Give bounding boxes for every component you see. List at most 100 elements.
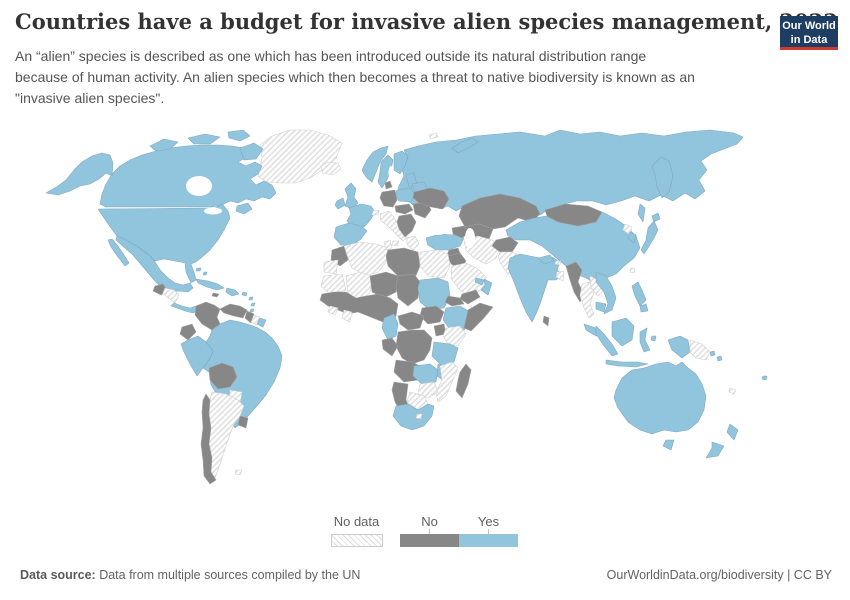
- country-new-caledonia[interactable]: [728, 387, 737, 395]
- country-french-guiana[interactable]: [256, 317, 267, 328]
- country-sweden[interactable]: [377, 154, 394, 189]
- country-italy[interactable]: [379, 210, 408, 247]
- country-svalbard[interactable]: [428, 132, 439, 140]
- country-algeria[interactable]: [343, 241, 389, 277]
- legend-swatch-no-data[interactable]: [331, 534, 383, 547]
- country-finland[interactable]: [393, 150, 409, 175]
- country-dr-congo[interactable]: [395, 329, 433, 365]
- country-usa[interactable]: [97, 203, 231, 284]
- country-venezuela[interactable]: [219, 303, 248, 319]
- country-mauritania[interactable]: [320, 273, 347, 295]
- country-fiji[interactable]: [761, 375, 768, 381]
- country-uruguay[interactable]: [237, 415, 249, 429]
- country-mexico[interactable]: [107, 235, 194, 293]
- country-south-korea[interactable]: [627, 231, 637, 244]
- country-nepal[interactable]: [537, 254, 555, 265]
- country-greenland[interactable]: [257, 129, 343, 184]
- country-ukraine[interactable]: [412, 187, 450, 210]
- country-india[interactable]: [507, 253, 563, 323]
- country-sri-lanka[interactable]: [542, 315, 550, 327]
- country-bahamas[interactable]: [195, 267, 208, 276]
- country-sierra-leone[interactable]: [327, 305, 339, 316]
- country-balkans[interactable]: [396, 213, 417, 238]
- country-turkey[interactable]: [425, 233, 465, 251]
- country-gabon-congo[interactable]: [381, 337, 399, 357]
- country-cameroon[interactable]: [381, 313, 399, 341]
- country-austria-hungary[interactable]: [394, 203, 414, 215]
- country-united-kingdom[interactable]: [344, 182, 359, 210]
- country-tanzania[interactable]: [431, 341, 459, 367]
- country-australia[interactable]: [613, 361, 707, 451]
- country-spain-portugal[interactable]: [333, 222, 368, 247]
- country-france[interactable]: [346, 203, 376, 230]
- country-poland[interactable]: [394, 187, 416, 203]
- country-iceland[interactable]: [320, 161, 342, 176]
- country-zambia[interactable]: [412, 363, 439, 385]
- country-central-african-republic[interactable]: [397, 311, 425, 331]
- country-ecuador[interactable]: [179, 323, 197, 341]
- country-solomon-islands[interactable]: [709, 350, 723, 362]
- country-eritrea[interactable]: [444, 295, 465, 307]
- country-argentina[interactable]: [207, 391, 245, 479]
- country-bolivia[interactable]: [208, 362, 238, 390]
- country-cuba[interactable]: [195, 278, 225, 291]
- country-egypt[interactable]: [419, 249, 451, 279]
- country-costa-rica-panama[interactable]: [170, 302, 200, 314]
- country-hispaniola[interactable]: [225, 287, 240, 297]
- country-somalia[interactable]: [463, 302, 494, 332]
- country-falkland-islands[interactable]: [234, 469, 243, 476]
- country-bangladesh[interactable]: [555, 270, 565, 282]
- owid-logo[interactable]: Our World in Data: [780, 16, 838, 50]
- country-mongolia[interactable]: [544, 203, 603, 227]
- country-russia-kamchatka[interactable]: [651, 156, 674, 199]
- country-norway[interactable]: [361, 145, 389, 183]
- page-title: Countries have a budget for invasive ali…: [15, 9, 838, 34]
- country-colombia[interactable]: [194, 301, 221, 331]
- country-oman[interactable]: [480, 278, 493, 296]
- country-taiwan[interactable]: [629, 267, 636, 274]
- country-chad[interactable]: [395, 273, 421, 307]
- country-kenya[interactable]: [442, 325, 467, 347]
- country-mozambique[interactable]: [435, 361, 459, 403]
- country-madagascar[interactable]: [455, 363, 472, 399]
- country-western-sahara[interactable]: [323, 259, 339, 275]
- country-sudan[interactable]: [417, 277, 451, 311]
- country-greece[interactable]: [406, 235, 420, 251]
- country-tunisia[interactable]: [383, 239, 393, 251]
- country-niger[interactable]: [369, 271, 399, 299]
- legend-swatch-yes[interactable]: [459, 534, 518, 547]
- country-indonesia[interactable]: [595, 317, 691, 368]
- footer-link[interactable]: OurWorldinData.org/biodiversity: [606, 568, 784, 582]
- country-ireland[interactable]: [334, 197, 346, 210]
- country-japan[interactable]: [640, 212, 661, 255]
- country-denmark[interactable]: [384, 180, 393, 190]
- country-papua-new-guinea[interactable]: [689, 339, 711, 361]
- country-lesser-antilles[interactable]: [248, 296, 256, 313]
- country-uae[interactable]: [474, 277, 485, 286]
- country-russia-sakhalin[interactable]: [637, 203, 646, 223]
- country-usa-alaska[interactable]: [45, 152, 114, 196]
- country-zimbabwe[interactable]: [417, 381, 439, 399]
- country-vietnam[interactable]: [595, 271, 617, 315]
- country-canada-islands[interactable]: [149, 129, 264, 215]
- country-philippines[interactable]: [631, 281, 649, 313]
- country-honduras-nicaragua[interactable]: [162, 287, 180, 304]
- country-novaya-zemlya[interactable]: [451, 137, 479, 154]
- country-jamaica[interactable]: [211, 292, 220, 298]
- country-cambodia[interactable]: [595, 301, 607, 313]
- country-switzerland[interactable]: [371, 209, 380, 216]
- country-ivory-coast[interactable]: [341, 309, 353, 323]
- country-canada[interactable]: [99, 144, 277, 208]
- country-lesotho[interactable]: [415, 413, 423, 420]
- legend-label-yes: Yes: [477, 514, 500, 529]
- legend-swatch-no[interactable]: [400, 534, 459, 547]
- country-puerto-rico[interactable]: [241, 291, 248, 297]
- country-new-zealand[interactable]: [705, 423, 739, 459]
- country-chile[interactable]: [200, 393, 217, 485]
- country-bhutan[interactable]: [554, 260, 562, 266]
- country-peru[interactable]: [180, 335, 214, 377]
- footer-license[interactable]: CC BY: [793, 568, 832, 582]
- country-russia[interactable]: [397, 129, 744, 216]
- country-germany[interactable]: [379, 189, 398, 208]
- country-south-africa[interactable]: [392, 403, 435, 431]
